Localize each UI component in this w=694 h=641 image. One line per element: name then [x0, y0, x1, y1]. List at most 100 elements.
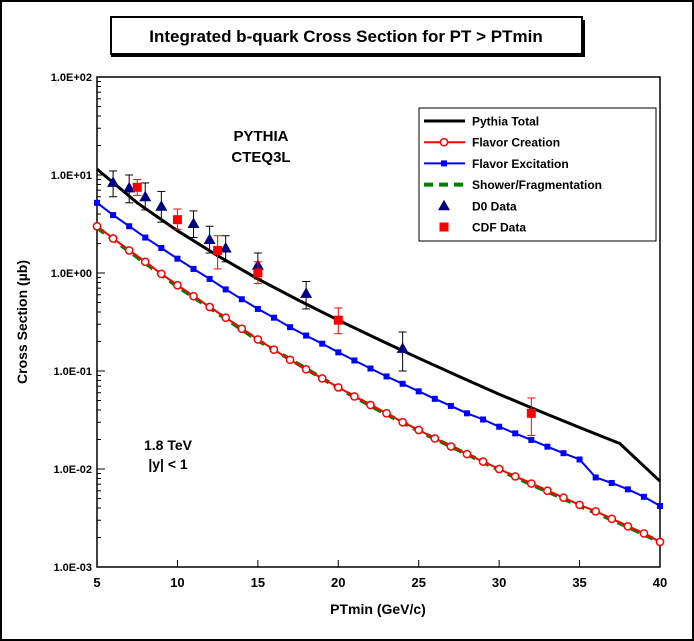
- legend-label: Flavor Excitation: [472, 157, 569, 171]
- cdf-data-point: [333, 315, 343, 325]
- legend-label: CDF Data: [472, 221, 526, 235]
- flavor-creation-point: [108, 234, 118, 243]
- annotation-rapidity: |y| < 1: [148, 456, 188, 472]
- legend-item-pythia-total: Pythia Total: [424, 115, 539, 129]
- x-tick-label: 35: [572, 575, 586, 590]
- cdf-data-point: [172, 215, 182, 225]
- d0-data-point: [107, 176, 120, 187]
- d0-data-point: [139, 190, 152, 202]
- legend-item-d0-data: D0 Data: [438, 199, 517, 213]
- flavor-creation-point: [623, 521, 633, 531]
- flavor-excitation-point: [238, 296, 245, 303]
- title-box-shadow: [111, 54, 585, 57]
- d0-data-point: [155, 200, 168, 211]
- flavor-excitation-point: [174, 255, 181, 262]
- annotation-generator: PYTHIA: [233, 128, 288, 145]
- series-d0-data: [107, 170, 409, 372]
- x-axis-label: PTmin (GeV/c): [330, 601, 426, 617]
- flavor-creation-point: [382, 408, 391, 418]
- x-tick-label: 25: [411, 575, 425, 590]
- flavor-excitation-point: [592, 474, 599, 481]
- cdf-data-point: [132, 182, 142, 192]
- flavor-excitation-point: [415, 388, 422, 395]
- flavor-creation-point: [92, 221, 102, 231]
- flavor-excitation-point: [287, 324, 294, 331]
- flavor-excitation-point: [447, 402, 454, 409]
- flavor-creation-point: [317, 374, 327, 383]
- flavor-excitation-point: [222, 286, 229, 293]
- flavor-excitation-point: [624, 486, 631, 493]
- cdf-data-point: [253, 268, 263, 278]
- legend-label: Flavor Creation: [472, 136, 560, 150]
- legend-label: D0 Data: [472, 199, 517, 213]
- y-axis: 1.0E-03 1.0E-02 1.0E-01 1.0E+00 1.0E+01 1.0E+…: [51, 72, 105, 574]
- flavor-excitation-point: [335, 349, 342, 356]
- flavor-excitation-point: [431, 395, 438, 402]
- flavor-excitation-point: [383, 373, 390, 380]
- flavor-creation-point: [124, 246, 134, 255]
- flavor-creation-point: [301, 364, 311, 374]
- flavor-creation-point: [221, 313, 231, 323]
- flavor-creation-point: [607, 514, 617, 524]
- flavor-creation-point: [140, 257, 150, 267]
- x-tick-label: 30: [492, 575, 506, 590]
- x-axis: 5 10 15 20 25 30 35 40: [93, 560, 667, 590]
- flavor-creation-point: [543, 486, 552, 496]
- flavor-excitation-point: [142, 234, 149, 241]
- flavor-excitation-point: [206, 275, 213, 282]
- flavor-excitation-point: [126, 223, 133, 230]
- flavor-creation-point: [494, 464, 504, 474]
- flavor-excitation-point: [463, 410, 470, 417]
- flavor-creation-point: [446, 442, 456, 451]
- d0-data-point: [396, 342, 409, 353]
- flavor-creation-point: [333, 383, 343, 392]
- annotation-energy: 1.8 TeV: [144, 437, 193, 453]
- y-tick-label: 1.0E-01: [53, 366, 92, 378]
- series-cdf-data: [132, 178, 536, 436]
- legend-marker: [439, 222, 449, 232]
- y-tick-label: 1.0E+01: [51, 170, 92, 182]
- flavor-excitation-point: [270, 314, 277, 321]
- flavor-creation-point: [526, 479, 536, 488]
- flavor-excitation-point: [254, 305, 261, 312]
- legend-item-flavor-excitation: Flavor Excitation: [424, 157, 569, 171]
- flavor-creation-point: [430, 434, 440, 443]
- x-tick-label: 5: [93, 575, 100, 590]
- y-tick-label: 1.0E+02: [51, 72, 92, 84]
- series-pythia-total: [96, 167, 662, 483]
- flavor-creation-point: [156, 269, 166, 279]
- title-box: [110, 16, 583, 55]
- chart-title: Integrated b-quark Cross Section for PT …: [149, 27, 542, 46]
- flavor-creation-point: [173, 280, 182, 290]
- flavor-excitation-point: [608, 479, 615, 486]
- annotation-pdf: CTEQ3L: [231, 149, 290, 166]
- flavor-excitation-point: [319, 340, 326, 347]
- flavor-excitation-point: [528, 436, 535, 443]
- flavor-excitation-point: [399, 380, 406, 387]
- flavor-creation-point: [575, 500, 584, 510]
- flavor-excitation-point: [657, 502, 663, 509]
- x-tick-label: 10: [170, 575, 184, 590]
- cdf-data-point: [213, 245, 223, 255]
- y-axis-label: Cross Section (µb): [14, 260, 30, 384]
- legend-label: Pythia Total: [472, 115, 539, 129]
- x-tick-label: 15: [251, 575, 265, 590]
- d0-data-point: [300, 287, 313, 298]
- flavor-excitation-point: [158, 244, 165, 251]
- flavor-excitation-point: [367, 365, 374, 372]
- y-tick-label: 1.0E-02: [53, 464, 92, 476]
- legend-item-cdf-data: CDF Data: [439, 221, 526, 235]
- flavor-excitation-point: [560, 450, 567, 457]
- series-flavor-excitation: [94, 199, 663, 509]
- flavor-creation-point: [237, 324, 247, 334]
- flavor-creation-point: [462, 449, 472, 459]
- flavor-creation-point: [350, 392, 359, 401]
- flavor-excitation-point: [94, 199, 100, 206]
- flavor-creation-point: [366, 400, 375, 410]
- d0-data-point: [187, 217, 200, 228]
- legend-box: [418, 107, 657, 242]
- flavor-excitation-point: [351, 357, 358, 364]
- d0-data-point: [203, 233, 216, 244]
- flavor-excitation-point: [480, 416, 487, 423]
- flavor-excitation-point: [576, 456, 583, 463]
